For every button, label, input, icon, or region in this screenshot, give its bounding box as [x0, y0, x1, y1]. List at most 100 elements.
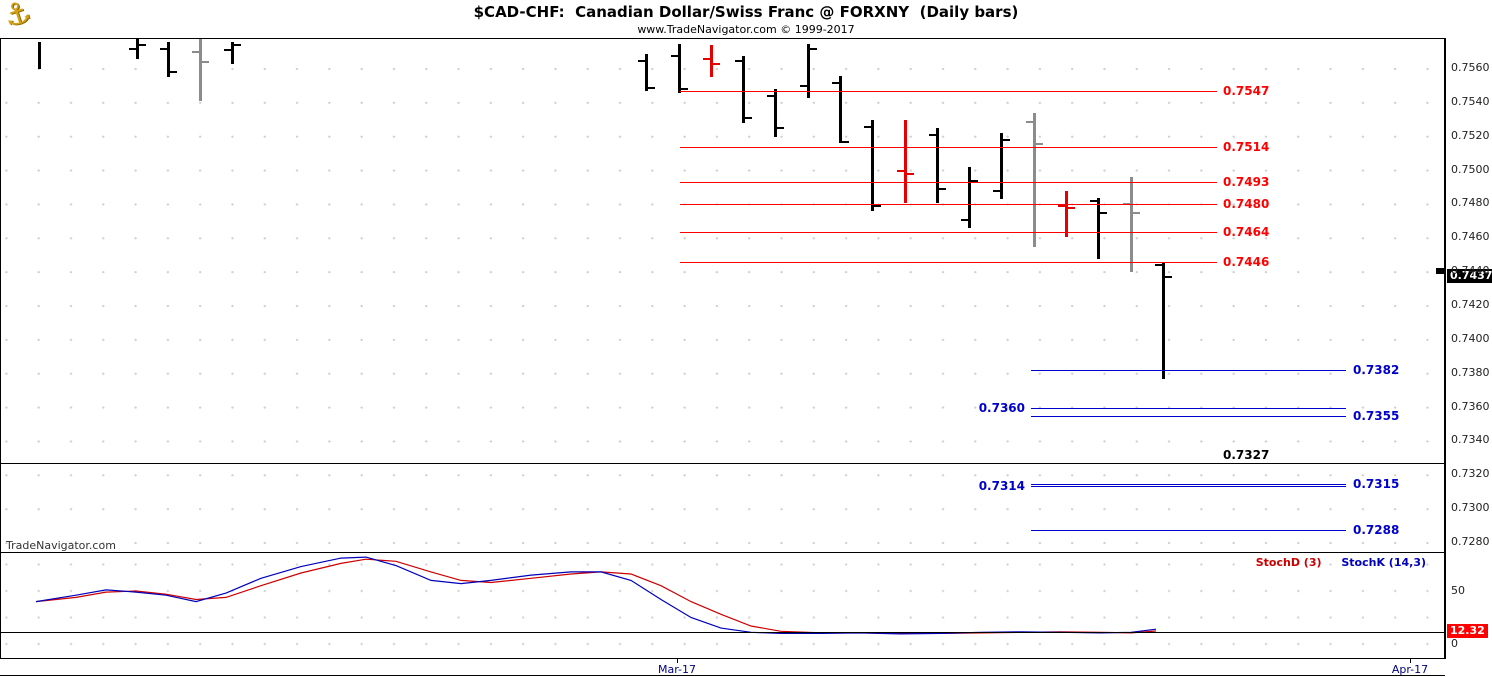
close-tick: [776, 127, 784, 130]
price-chart-canvas[interactable]: TradeNavigator.com 0.7547 0.7514 0.7493 0.7…: [0, 38, 1445, 553]
time-axis: Mar-17 Apr-17: [0, 659, 1445, 676]
watermark-text: TradeNavigator.com: [6, 539, 116, 552]
stochastic-plot: [35, 556, 1157, 635]
stochastic-legend: StochD (3) StochK (14,3): [1240, 556, 1426, 569]
resistance-price-label: 0.7446: [1223, 255, 1270, 269]
support-line: [1031, 407, 1346, 409]
ohlc-bar: [37, 41, 41, 69]
price-axis-tick: 0.7400: [1451, 331, 1490, 345]
resistance-price-label: 0.7514: [1223, 139, 1270, 154]
price-axis-tick: 0.7500: [1451, 162, 1490, 176]
ohlc-bar: [1032, 113, 1036, 247]
stochd-legend-label: StochD (3): [1255, 556, 1322, 569]
price-axis-tick: 0.7300: [1451, 501, 1490, 515]
price-axis-tick: 0.7320: [1451, 467, 1490, 481]
resistance-line: [680, 204, 1217, 206]
stoch-axis-tick: 50: [1451, 584, 1465, 597]
price-axis-tick: 0.7480: [1451, 196, 1490, 210]
resistance-line: [680, 262, 1217, 263]
ohlc-bar: [870, 119, 874, 212]
open-tick: [928, 134, 936, 136]
stochastic-value-badge: 12.32: [1447, 623, 1488, 638]
close-tick: [938, 188, 946, 191]
support-line: [1031, 529, 1346, 531]
open-tick: [702, 57, 710, 60]
open-tick: [863, 125, 871, 128]
ohlc-bar: [709, 45, 713, 78]
ohlc-bar: [166, 41, 170, 78]
close-tick: [1002, 139, 1010, 142]
chart-title: $CAD-CHF: Canadian Dollar/Swiss Franc @ …: [473, 3, 1019, 21]
time-axis-tick: [1410, 659, 1411, 663]
price-axis-tick: 0.7420: [1451, 298, 1490, 311]
ohlc-bar: [1129, 177, 1133, 273]
open-tick: [1057, 205, 1065, 208]
ohlc-bar: [903, 119, 907, 203]
ohlc-bar: [135, 39, 139, 59]
close-tick: [1067, 206, 1075, 209]
time-axis-label-apr: Apr-17: [1391, 663, 1429, 676]
open-tick: [734, 59, 742, 62]
resistance-line: [680, 91, 1217, 92]
ohlc-bar: [198, 39, 202, 102]
resistance-price-label: 0.7493: [1223, 175, 1270, 190]
last-price-pointer: [1436, 268, 1444, 275]
resistance-price-label: 0.7547: [1223, 84, 1270, 98]
close-tick: [873, 205, 881, 208]
stochd-line: [35, 558, 1157, 635]
pivot-line: [1, 463, 1444, 465]
ohlc-bar: [644, 53, 648, 91]
ohlc-bar: [773, 89, 777, 137]
open-tick: [799, 84, 807, 87]
stoch-axis-tick: 0: [1451, 637, 1458, 650]
stochastic-axis: 12.32 50 0: [1445, 553, 1492, 659]
resistance-line: [680, 182, 1217, 184]
ohlc-bar: [935, 128, 939, 203]
close-tick: [233, 44, 241, 47]
close-tick: [744, 117, 752, 120]
stoch-level-line: [1, 632, 1444, 634]
pivot-price-label: 0.7327: [1223, 448, 1270, 463]
close-tick: [712, 62, 720, 65]
support-line: [1031, 416, 1346, 417]
support-price-label: 0.7288: [1353, 522, 1400, 537]
close-tick: [1132, 211, 1140, 214]
close-tick: [647, 86, 655, 89]
close-tick: [1035, 142, 1043, 145]
close-tick: [201, 61, 209, 64]
stochk-legend-label: StochK (14,3): [1341, 556, 1426, 569]
resistance-price-label: 0.7464: [1223, 224, 1270, 239]
open-tick: [1025, 120, 1033, 123]
price-axis-tick: 0.7360: [1451, 399, 1490, 413]
open-tick: [1154, 264, 1162, 267]
open-tick: [128, 47, 136, 50]
support-price-label: 0.7355: [1353, 409, 1400, 423]
close-tick: [1099, 211, 1107, 214]
ohlc-bar: [230, 41, 234, 64]
ohlc-bar: [1161, 262, 1165, 379]
close-tick: [169, 71, 177, 74]
open-tick: [992, 189, 1000, 192]
open-tick: [670, 54, 678, 57]
ohlc-bar: [1064, 190, 1068, 237]
time-axis-tick: [677, 659, 678, 663]
time-axis-label-mar: Mar-17: [657, 663, 697, 676]
resistance-line: [680, 231, 1217, 233]
support-line: [1031, 370, 1346, 372]
chart-subtitle: www.TradeNavigator.com © 1999-2017: [637, 23, 855, 36]
open-tick: [766, 95, 774, 98]
ohlc-bar: [967, 167, 971, 229]
ohlc-bar: [741, 55, 745, 124]
open-tick: [191, 51, 199, 54]
open-tick: [960, 218, 968, 221]
close-tick: [906, 173, 914, 175]
stochastic-panel-canvas[interactable]: StochD (3) StochK (14,3): [0, 553, 1445, 659]
close-tick: [680, 88, 688, 91]
support-line: [1031, 485, 1346, 487]
price-axis-tick: 0.7560: [1451, 61, 1490, 74]
support-price-label: 0.7382: [1353, 363, 1400, 378]
close-tick: [138, 44, 146, 47]
price-axis-tick: 0.7460: [1451, 230, 1490, 244]
price-axis-tick: 0.7280: [1451, 535, 1490, 548]
